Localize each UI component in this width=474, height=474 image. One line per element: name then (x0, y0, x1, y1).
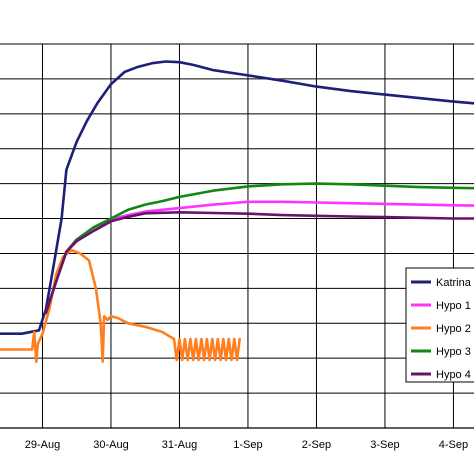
x-tick-label: 31-Aug (162, 439, 197, 451)
legend-label: Hypo 1 (436, 300, 471, 312)
legend-label: Hypo 3 (436, 346, 471, 358)
x-tick-label: 30-Aug (93, 439, 128, 451)
x-tick-label: 29-Aug (25, 439, 60, 451)
series-line-hypo-2 (0, 248, 241, 363)
x-tick-labels: 29-Aug 30-Aug 31-Aug 1-Sep 2-Sep 3-Sep 4-Sep (25, 439, 468, 451)
legend: Katrina Hypo 1 Hypo 2 Hypo 3 Hypo 4 (405, 267, 474, 383)
legend-label: Katrina (436, 277, 472, 289)
legend-box (405, 267, 474, 383)
series-line-hypo-4 (44, 211, 474, 315)
x-tick-label: 3-Sep (370, 439, 399, 451)
legend-label: Hypo 4 (436, 369, 471, 381)
series-line-hypo-3 (44, 182, 474, 315)
series-group (0, 60, 474, 363)
x-tick-label: 4-Sep (439, 439, 468, 451)
legend-label: Hypo 2 (436, 323, 471, 335)
x-tick-label: 1-Sep (233, 439, 262, 451)
x-tick-label: 2-Sep (302, 439, 331, 451)
series-line-katrina (0, 60, 474, 335)
